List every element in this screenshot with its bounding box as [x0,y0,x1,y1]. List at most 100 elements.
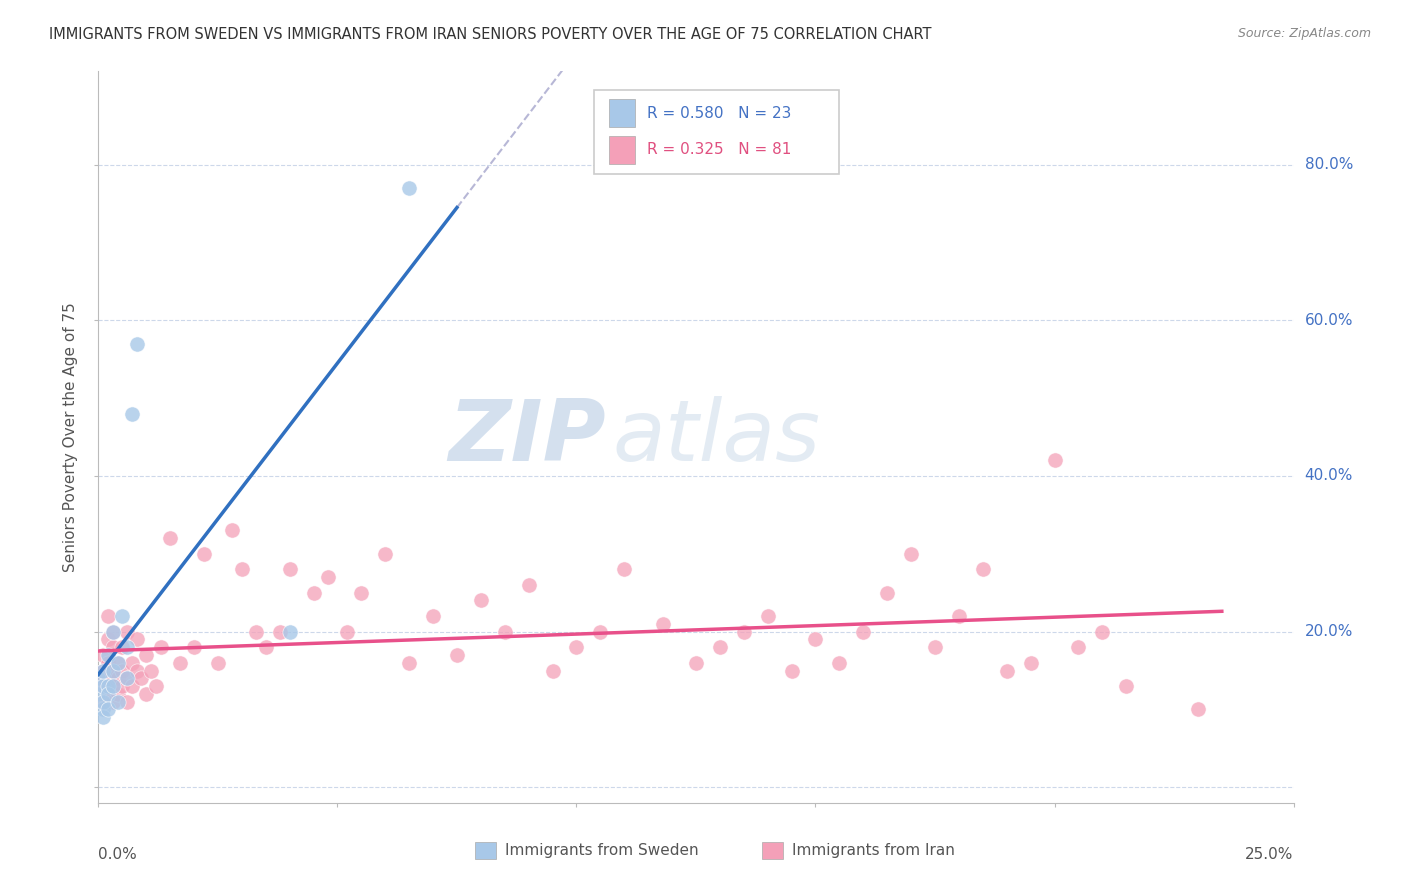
Point [1091,624,1114,639]
Point [685,656,707,670]
Point [316,570,339,584]
Point [565,640,588,655]
Text: Immigrants from Sweden: Immigrants from Sweden [505,843,699,858]
Point [115,624,138,639]
Point [995,664,1018,678]
Point [121,679,143,693]
Text: 0.0%: 0.0% [98,847,138,862]
Point [97,656,120,670]
Point [87,671,110,685]
Point [350,585,373,599]
Point [87,687,110,701]
Point [97,671,120,685]
Point [91,679,114,693]
Point [193,547,215,561]
Point [131,671,153,685]
Point [145,679,167,693]
Point [101,664,124,678]
Point [1067,640,1090,655]
Point [91,695,114,709]
Point [101,679,124,693]
Point [101,664,124,678]
Point [115,671,138,685]
Point [111,679,134,693]
Point [1019,656,1042,670]
Point [107,687,129,701]
Point [149,640,172,655]
Point [494,624,516,639]
Point [804,632,827,647]
Point [107,656,129,670]
Point [221,524,243,538]
Point [446,648,468,662]
Point [91,664,114,678]
Point [422,609,444,624]
Point [398,181,420,195]
Point [125,664,148,678]
Point [756,609,779,624]
Point [183,640,205,655]
Text: Immigrants from Iran: Immigrants from Iran [792,843,955,858]
Point [135,687,157,701]
Text: ZIP: ZIP [449,395,606,479]
Text: 60.0%: 60.0% [1305,313,1353,328]
Point [269,624,291,639]
Bar [609,136,636,163]
Point [900,547,922,561]
Point [278,624,301,639]
Point [139,664,162,678]
Point [97,687,120,701]
Point [97,687,120,701]
Text: 25.0%: 25.0% [1246,847,1294,862]
Y-axis label: Seniors Poverty Over the Age of 75: Seniors Poverty Over the Age of 75 [63,302,79,572]
Point [97,702,120,716]
Point [398,656,420,670]
Point [470,593,492,607]
Text: IMMIGRANTS FROM SWEDEN VS IMMIGRANTS FROM IRAN SENIORS POVERTY OVER THE AGE OF 7: IMMIGRANTS FROM SWEDEN VS IMMIGRANTS FRO… [49,27,932,42]
Point [97,632,120,647]
Point [121,656,143,670]
Point [231,562,253,576]
Point [589,624,612,639]
Point [651,616,673,631]
Bar [475,841,496,859]
Point [613,562,636,576]
Point [87,671,110,685]
Point [245,624,267,639]
Point [374,547,396,561]
Point [1043,453,1066,467]
Point [115,695,138,709]
Point [207,656,229,670]
Point [101,624,124,639]
Point [101,695,124,709]
Point [107,671,129,685]
Text: atlas: atlas [613,395,820,479]
Point [97,679,120,693]
Point [115,640,138,655]
Point [302,585,325,599]
Point [733,624,755,639]
Point [541,664,564,678]
Text: 20.0%: 20.0% [1305,624,1353,639]
Point [91,710,114,724]
Point [876,585,898,599]
Point [948,609,970,624]
Point [125,336,148,351]
Point [1187,702,1209,716]
Text: 80.0%: 80.0% [1305,157,1353,172]
Point [91,702,114,716]
Point [159,531,181,545]
Point [111,640,134,655]
Point [111,664,134,678]
Point [852,624,875,639]
Point [101,624,124,639]
Point [107,695,129,709]
Point [924,640,946,655]
Point [135,648,157,662]
Point [709,640,731,655]
Point [278,562,301,576]
Bar [595,90,839,174]
Text: R = 0.580   N = 23: R = 0.580 N = 23 [647,105,792,120]
Point [254,640,277,655]
Point [97,609,120,624]
